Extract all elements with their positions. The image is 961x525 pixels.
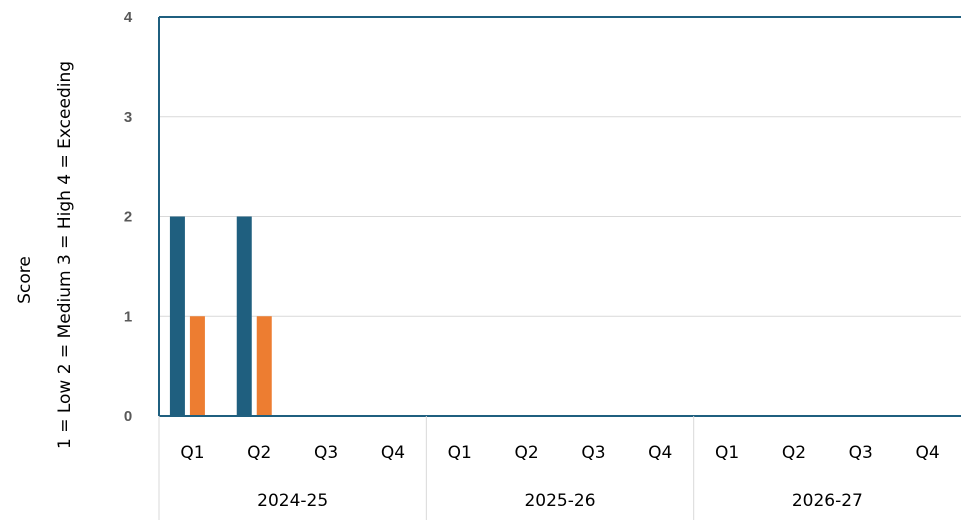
x-category-label: Q3 bbox=[849, 443, 873, 463]
x-category-label: Q4 bbox=[648, 443, 672, 463]
x-category-label: Q3 bbox=[581, 443, 605, 463]
y-tick-label: 4 bbox=[124, 9, 133, 26]
x-category-label: Q1 bbox=[180, 443, 204, 463]
bars bbox=[169, 216, 272, 416]
y-tick-label: 0 bbox=[124, 408, 132, 425]
bar bbox=[256, 316, 272, 416]
bar bbox=[169, 216, 185, 416]
x-group-label: 2026-27 bbox=[792, 491, 863, 511]
x-axis-groups: 2024-25 2025-26 2026-27 bbox=[158, 416, 863, 520]
y-axis-label-score: Score bbox=[15, 256, 35, 304]
x-category-label: Q1 bbox=[715, 443, 739, 463]
bar bbox=[236, 216, 252, 416]
bar bbox=[189, 316, 205, 416]
x-category-label: Q2 bbox=[247, 443, 271, 463]
y-tick-label: 2 bbox=[124, 209, 132, 226]
x-category-label: Q2 bbox=[514, 443, 538, 463]
x-group-label: 2025-26 bbox=[524, 491, 595, 511]
x-category-label: Q4 bbox=[915, 443, 939, 463]
x-category-label: Q4 bbox=[381, 443, 405, 463]
y-axis-ticks: 0 1 2 3 4 bbox=[124, 9, 133, 425]
plot-frame bbox=[158, 16, 961, 417]
y-axis-label-scale: 1 = Low 2 = Medium 3 = High 4 = Exceedin… bbox=[55, 61, 75, 449]
gridlines bbox=[159, 116, 961, 317]
x-category-label: Q3 bbox=[314, 443, 338, 463]
x-category-label: Q2 bbox=[782, 443, 806, 463]
y-tick-label: 3 bbox=[124, 109, 132, 126]
x-axis-categories: Q1 Q2 Q3 Q4 Q1 Q2 Q3 Q4 Q1 Q2 Q3 Q4 bbox=[180, 443, 939, 463]
y-tick-label: 1 bbox=[124, 308, 132, 325]
x-category-label: Q1 bbox=[448, 443, 472, 463]
x-group-label: 2024-25 bbox=[257, 491, 328, 511]
